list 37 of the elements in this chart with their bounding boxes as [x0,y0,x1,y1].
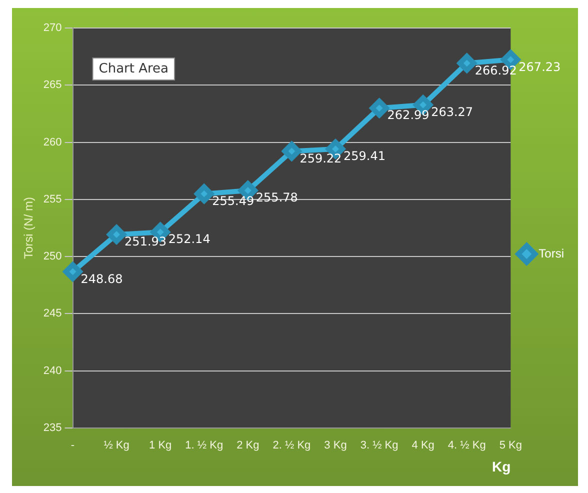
y-tick-label: 245 [43,308,62,320]
x-tick-label: 1. ½ Kg [185,440,224,452]
y-axis-title: Torsi (N/ m) [22,197,36,259]
data-label: 259.22 [300,151,342,166]
data-label: 262.99 [387,108,430,122]
data-label: 259.41 [344,149,386,164]
x-tick-label: 4 Kg [412,440,434,452]
x-tick-label: ½ Kg [104,440,130,452]
point [282,142,302,161]
point [370,98,389,118]
x-tick-label: 3. ½ Kg [360,440,398,452]
point [194,184,214,204]
data-label: 251.93 [124,234,167,249]
x-tick-label: 4. ½ Kg [448,440,486,452]
data-label: 252.14 [168,232,210,246]
annotation: Chart Area [98,61,169,76]
y-tick-label: 240 [43,364,62,377]
point [457,54,476,73]
x-tick-label: 5 Kg [499,440,522,452]
x-axis-title: Kg [492,458,511,474]
y-tick-label: 250 [43,250,62,263]
x-tick-label: 2 Kg [236,440,260,452]
y-tick-label: 265 [43,79,62,92]
data-label: 267.23 [518,60,561,74]
x-tick-label: - [70,440,75,452]
data-label: 263.27 [431,105,474,120]
y-tick-label: 255 [43,193,62,206]
x-tick-label: 2. ½ Kg [272,440,311,452]
x-tick-label: 1 Kg [149,440,172,452]
y-tick-label: 260 [43,136,62,148]
data-label: 248.68 [80,272,123,286]
y-tick-label: 270 [43,22,62,34]
point [63,262,82,282]
legend-label: Torsi [538,246,564,260]
y-tick-label: 235 [43,422,62,434]
x-tick-label: 3 Kg [324,440,347,452]
point [107,225,126,244]
